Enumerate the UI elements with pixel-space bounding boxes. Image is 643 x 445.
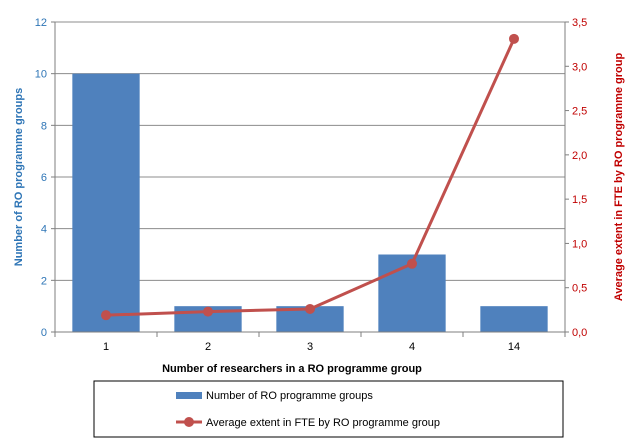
x-tick-label: 2	[205, 341, 211, 353]
line-point	[101, 310, 111, 321]
y-axis-left-title: Number of RO programme groups	[13, 88, 25, 266]
y-right-tick-label: 1,5	[572, 194, 587, 206]
y-right-tick-label: 2,5	[572, 106, 587, 118]
bar	[72, 73, 140, 333]
y-right-tick-label: 3,0	[572, 61, 587, 73]
y-left-tick-label: 2	[41, 275, 47, 287]
y-right-tick-label: 0,5	[572, 283, 587, 295]
legend-swatch-bar	[176, 392, 202, 399]
line-point	[203, 306, 213, 317]
y-left-tick-label: 0	[41, 327, 47, 339]
x-tick-label: 4	[409, 341, 415, 353]
line-point	[407, 258, 417, 269]
bar	[480, 306, 548, 332]
line-series	[101, 33, 519, 321]
x-tick-label: 3	[307, 341, 313, 353]
legend: Number of RO programme groups Average ex…	[93, 380, 564, 438]
x-tick-label: 14	[508, 341, 520, 353]
x-tick-label: 1	[103, 341, 109, 353]
legend-swatch-marker	[184, 417, 194, 427]
y-right-tick-label: 0,0	[572, 327, 587, 339]
y-left-tick-label: 6	[41, 172, 47, 184]
x-axis-title: Number of researchers in a RO programme …	[162, 363, 422, 375]
legend-label-line: Average extent in FTE by RO programme gr…	[206, 417, 440, 429]
y-axis-right-title: Average extent in FTE by RO programme gr…	[613, 53, 625, 302]
line-point	[305, 303, 315, 314]
y-right-tick-label: 1,0	[572, 238, 587, 250]
y-left-tick-label: 4	[41, 224, 47, 236]
y-right-tick-label: 3,5	[572, 17, 587, 29]
bar-series	[72, 73, 548, 333]
axes	[51, 21, 569, 337]
y-left-tick-label: 10	[35, 69, 47, 81]
y-right-tick-label: 2,0	[572, 150, 587, 162]
line-point	[509, 33, 519, 44]
y-left-tick-label: 12	[35, 17, 47, 29]
y-left-tick-label: 8	[41, 120, 47, 132]
legend-label-bar: Number of RO programme groups	[206, 390, 373, 402]
gridlines	[55, 21, 565, 333]
legend-frame	[93, 380, 564, 438]
